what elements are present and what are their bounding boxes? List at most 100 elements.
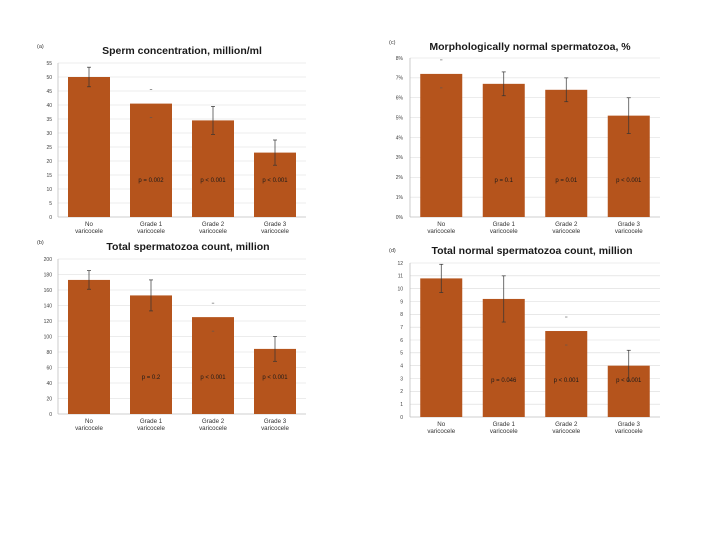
x-category-label: varicocele [137, 425, 165, 432]
y-tick-label: 20 [46, 159, 52, 165]
x-category-label: Grade 1 [493, 421, 516, 428]
p-value-label: p = 0.002 [138, 178, 164, 184]
y-tick-label: 3% [396, 155, 404, 161]
y-tick-label: 10 [46, 187, 52, 193]
p-value-label: p < 0.001 [200, 178, 226, 184]
y-tick-label: 12 [397, 261, 403, 267]
x-category-label: varicocele [199, 228, 227, 235]
y-tick-label: 8 [400, 312, 403, 318]
bar [130, 103, 172, 217]
x-category-label: varicocele [552, 428, 580, 435]
panel-label: (a) [37, 44, 44, 50]
chart-panel-1: (a) Sperm concentration, million/ml 0 5 10 15… [37, 44, 306, 235]
bar [130, 295, 172, 414]
y-tick-label: 80 [46, 350, 52, 356]
panel-label: (d) [389, 248, 396, 254]
x-category-label: Grade 1 [493, 221, 516, 228]
y-tick-label: 0% [396, 215, 404, 221]
y-tick-label: 140 [44, 303, 53, 309]
panel-label: (b) [37, 240, 44, 246]
x-category-label: varicocele [261, 228, 289, 235]
bar [192, 317, 234, 414]
x-category-label: varicocele [552, 228, 580, 235]
p-value-label: p < 0.001 [616, 378, 642, 384]
y-tick-label: 30 [46, 131, 52, 137]
y-tick-label: 3 [400, 376, 403, 382]
p-value-label: p < 0.001 [200, 375, 226, 381]
bar [68, 279, 110, 414]
x-category-label: Grade 2 [202, 418, 225, 425]
y-tick-label: 50 [46, 75, 52, 81]
y-tick-label: 100 [44, 334, 53, 340]
y-tick-label: 6% [396, 96, 404, 102]
x-category-label: varicocele [490, 428, 518, 435]
p-value-label: p < 0.001 [262, 375, 288, 381]
p-value-label: p < 0.001 [616, 178, 642, 184]
x-category-label: Grade 3 [618, 221, 641, 228]
chart-panel-2: (c) Morphologically normal spermatozoa, %… [389, 40, 660, 235]
p-value-label: p < 0.001 [554, 378, 580, 384]
x-category-label: Grade 3 [264, 418, 287, 425]
chart-title: Sperm concentration, million/ml [102, 45, 262, 57]
x-category-label: Grade 3 [264, 221, 287, 228]
y-tick-label: 6 [400, 338, 403, 344]
bar [192, 120, 234, 217]
y-tick-label: 5 [49, 201, 52, 207]
bar [68, 77, 110, 217]
y-tick-label: 5% [396, 115, 404, 121]
y-tick-label: 0 [400, 415, 403, 421]
y-tick-label: 120 [44, 319, 53, 325]
y-tick-label: 8% [396, 56, 404, 62]
x-category-label: Grade 1 [140, 221, 163, 228]
x-category-label: varicocele [75, 425, 103, 432]
x-category-label: No [85, 221, 93, 228]
y-tick-label: 15 [46, 173, 52, 179]
chart-panel-4: (d) Total normal spermatozoa count, milli… [389, 245, 660, 435]
x-category-label: varicocele [261, 425, 289, 432]
y-tick-label: 160 [44, 288, 53, 294]
y-tick-label: 60 [46, 365, 52, 371]
x-category-label: varicocele [615, 228, 643, 235]
y-tick-label: 0 [49, 215, 52, 221]
y-tick-label: 1% [396, 195, 404, 201]
p-value-label: p = 0.2 [142, 375, 161, 381]
panel-label: (c) [389, 40, 396, 46]
bar [545, 331, 588, 417]
y-tick-label: 10 [397, 286, 403, 292]
y-tick-label: 40 [46, 381, 52, 387]
y-tick-label: 25 [46, 145, 52, 151]
y-tick-label: 4% [396, 135, 404, 141]
y-tick-label: 9 [400, 299, 403, 305]
x-category-label: Grade 3 [618, 421, 641, 428]
x-category-label: No [437, 221, 445, 228]
y-tick-label: 4 [400, 363, 403, 369]
y-tick-label: 5 [400, 351, 403, 357]
bar [482, 83, 525, 218]
y-tick-label: 7% [396, 76, 404, 82]
x-category-label: Grade 2 [555, 221, 578, 228]
y-tick-label: 11 [398, 274, 403, 280]
x-category-label: No [437, 421, 445, 428]
y-tick-label: 2 [400, 389, 403, 395]
y-tick-label: 200 [44, 257, 53, 263]
y-tick-label: 1 [400, 402, 403, 408]
chart-title: Morphologically normal spermatozoa, % [429, 41, 631, 53]
x-category-label: varicocele [427, 428, 455, 435]
x-category-label: No [85, 418, 93, 425]
y-tick-label: 55 [46, 61, 52, 67]
x-category-label: varicocele [490, 228, 518, 235]
y-tick-label: 35 [46, 117, 52, 123]
bar [545, 89, 588, 217]
x-category-label: Grade 2 [202, 221, 225, 228]
chart-title: Total normal spermatozoa count, million [431, 245, 632, 257]
x-category-label: Grade 2 [555, 421, 578, 428]
bar [420, 73, 463, 218]
y-tick-label: 20 [46, 396, 52, 402]
y-tick-label: 180 [44, 272, 53, 278]
y-tick-label: 40 [46, 103, 52, 109]
p-value-label: p < 0.001 [262, 178, 288, 184]
x-category-label: varicocele [427, 228, 455, 235]
p-value-label: p = 0.1 [494, 178, 513, 184]
y-tick-label: 45 [46, 89, 52, 95]
